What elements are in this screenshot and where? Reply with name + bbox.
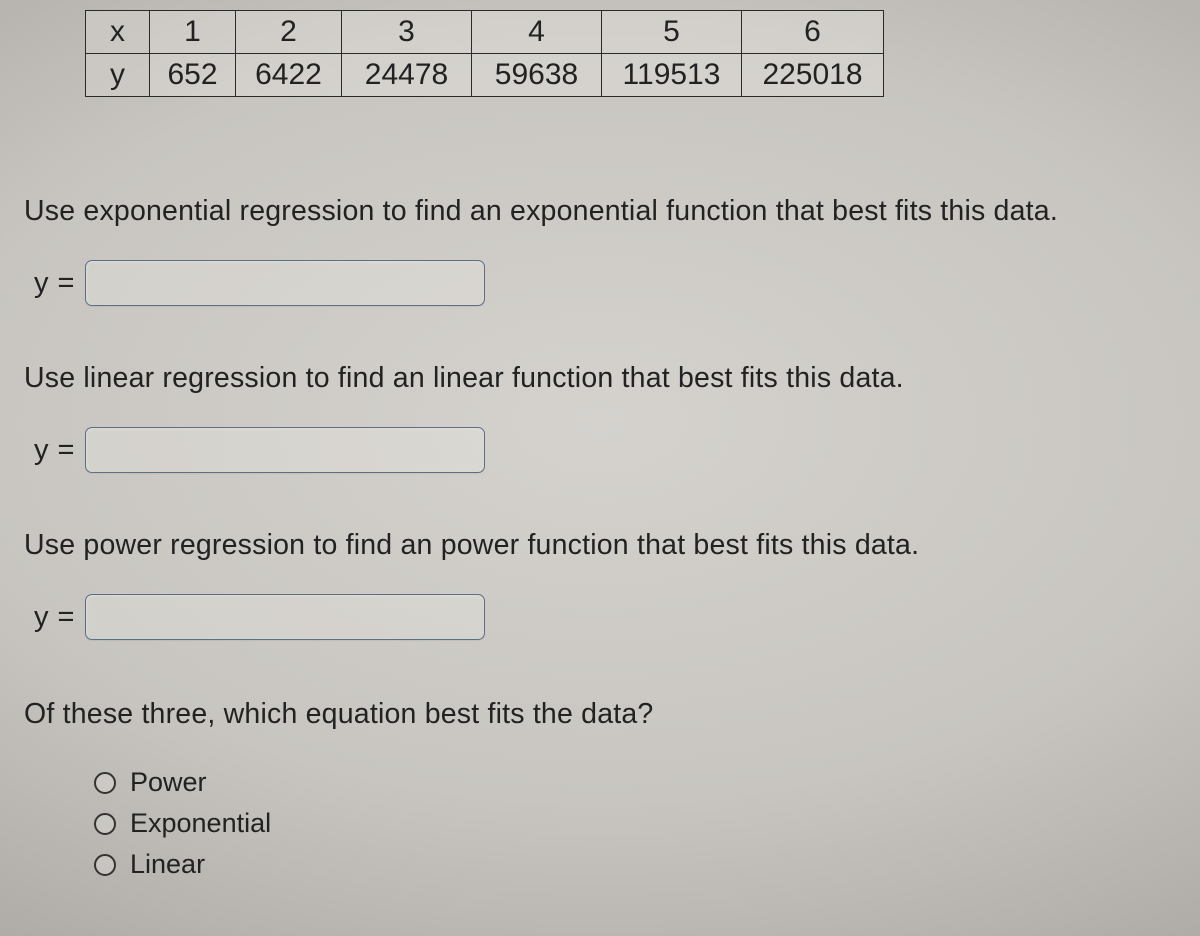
table-cell: 6422 [236, 54, 342, 97]
best-fit-options: Power Exponential Linear [94, 767, 1180, 880]
table-cell: 59638 [472, 54, 602, 97]
radio-power[interactable] [94, 772, 116, 794]
table-cell: 652 [150, 54, 236, 97]
table-cell: 225018 [742, 54, 884, 97]
radio-exponential[interactable] [94, 813, 116, 835]
exp-regression-input[interactable] [85, 260, 485, 306]
table-row: y 652 6422 24478 59638 119513 225018 [86, 54, 884, 97]
table-cell: 119513 [602, 54, 742, 97]
table-cell: 6 [742, 11, 884, 54]
question-page: x 1 2 3 4 5 6 y 652 6422 24478 59638 119… [0, 0, 1200, 910]
table-cell: 5 [602, 11, 742, 54]
table-cell: 4 [472, 11, 602, 54]
option-label-linear[interactable]: Linear [130, 849, 205, 880]
equation-row-exp: y = [34, 260, 1180, 306]
prompt-exponential: Use exponential regression to find an ex… [24, 195, 1180, 228]
prompt-power: Use power regression to find an power fu… [24, 529, 1180, 562]
eq-label: y = [34, 267, 75, 300]
option-row: Power [94, 767, 1180, 798]
row-header-y: y [86, 54, 150, 97]
option-row: Linear [94, 849, 1180, 880]
option-label-exponential[interactable]: Exponential [130, 808, 271, 839]
table-cell: 2 [236, 11, 342, 54]
equation-row-lin: y = [34, 427, 1180, 473]
table-cell: 1 [150, 11, 236, 54]
eq-label: y = [34, 434, 75, 467]
pow-regression-input[interactable] [85, 594, 485, 640]
data-table: x 1 2 3 4 5 6 y 652 6422 24478 59638 119… [85, 10, 884, 97]
eq-label: y = [34, 601, 75, 634]
prompt-linear: Use linear regression to find an linear … [24, 362, 1180, 395]
prompt-which-best: Of these three, which equation best fits… [24, 698, 1180, 731]
table-row: x 1 2 3 4 5 6 [86, 11, 884, 54]
option-label-power[interactable]: Power [130, 767, 207, 798]
row-header-x: x [86, 11, 150, 54]
radio-linear[interactable] [94, 854, 116, 876]
table-cell: 24478 [342, 54, 472, 97]
option-row: Exponential [94, 808, 1180, 839]
equation-row-pow: y = [34, 594, 1180, 640]
lin-regression-input[interactable] [85, 427, 485, 473]
table-cell: 3 [342, 11, 472, 54]
